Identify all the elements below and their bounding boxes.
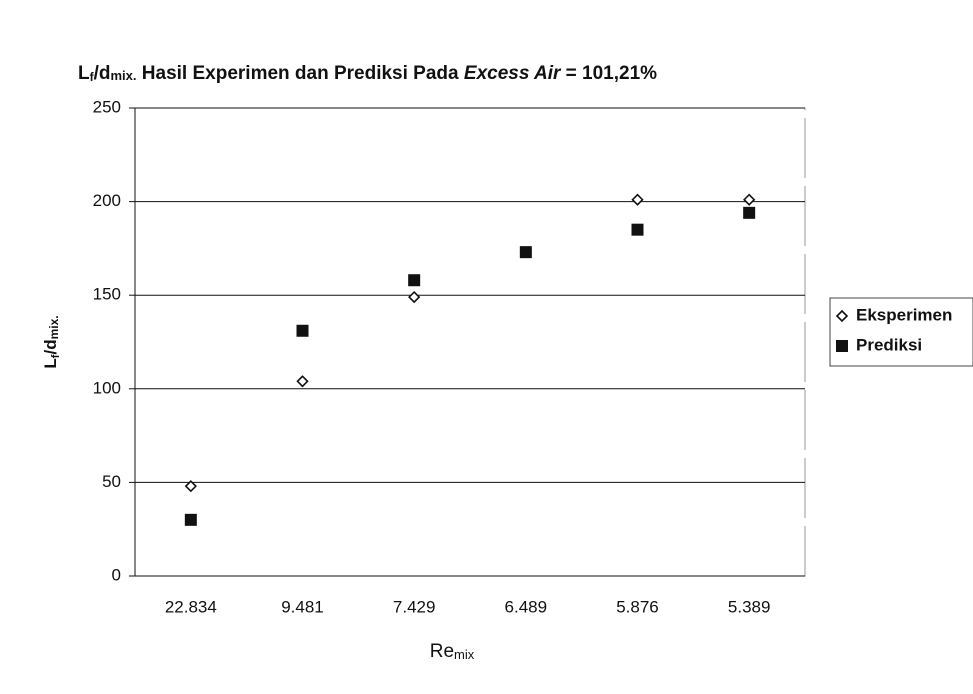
point [743, 206, 756, 219]
point [184, 513, 197, 526]
legend-marker [835, 309, 849, 323]
title-part: L [78, 63, 90, 84]
chart-title: Lf/dmix. Hasil Experimen dan Prediksi Pa… [78, 63, 657, 84]
point [631, 193, 644, 206]
title-part: = 101,21% [560, 63, 657, 84]
title-part: Excess Air [464, 63, 562, 84]
y-tick-label: 100 [93, 378, 121, 397]
label-part: L [41, 358, 60, 368]
label-part: /d [41, 339, 60, 354]
label-part: Re [430, 641, 454, 662]
title-part: f [90, 70, 95, 84]
label-part: mix [454, 647, 475, 662]
point [408, 274, 421, 287]
point [296, 375, 309, 388]
title-part: Hasil Experimen dan Prediksi Pada [137, 63, 464, 84]
x-tick-label: 22.834 [165, 597, 217, 616]
legend-label: Prediksi [856, 335, 922, 354]
title-part: mix. [111, 68, 137, 83]
point [631, 223, 644, 236]
title-part: /d [94, 63, 111, 84]
point [519, 246, 532, 259]
x-tick-label: 9.481 [281, 597, 324, 616]
point [408, 290, 421, 304]
x-axis-label: Remix [430, 641, 475, 662]
plot-border [134, 107, 806, 577]
y-tick-label: 150 [93, 285, 121, 304]
point [184, 480, 197, 493]
y-tick-label: 200 [93, 191, 121, 210]
y-tick-label: 50 [102, 472, 121, 491]
label-part: f [50, 354, 62, 358]
legend-marker [836, 340, 848, 352]
x-tick-label: 5.389 [728, 597, 771, 616]
legend-box [829, 297, 973, 367]
x-tick-label: 6.489 [505, 597, 548, 616]
label-part: mix. [47, 315, 61, 339]
x-tick-label: 5.876 [616, 597, 659, 616]
y-tick-label: 0 [112, 565, 121, 584]
point [743, 193, 756, 206]
y-tick-label: 250 [93, 97, 121, 116]
legend-label: Eksperimen [856, 305, 952, 324]
x-tick-label: 7.429 [393, 597, 436, 616]
y-axis-label: Lf/dmix. [41, 315, 61, 368]
point [296, 324, 309, 337]
